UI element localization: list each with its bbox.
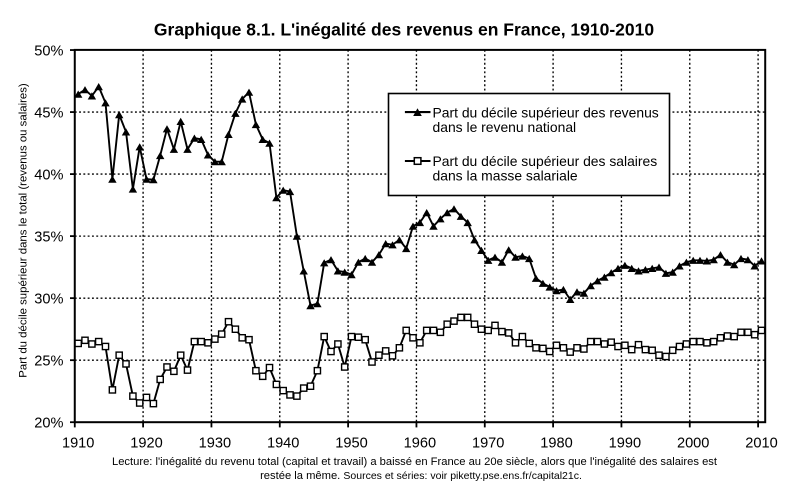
- svg-text:dans la masse salariale: dans la masse salariale: [433, 168, 578, 184]
- svg-text:dans le revenu national: dans le revenu national: [433, 119, 577, 135]
- svg-text:25%: 25%: [34, 353, 63, 369]
- svg-text:40%: 40%: [34, 167, 63, 183]
- svg-text:restée la même. Sources et sér: restée la même. Sources et séries: voir …: [260, 470, 582, 482]
- svg-text:1990: 1990: [609, 436, 641, 452]
- svg-text:45%: 45%: [34, 105, 63, 121]
- svg-text:1930: 1930: [199, 436, 231, 452]
- svg-text:30%: 30%: [34, 291, 63, 307]
- svg-text:1970: 1970: [472, 436, 504, 452]
- svg-text:1980: 1980: [540, 436, 572, 452]
- svg-text:Part du décile supérieur dans: Part du décile supérieur dans le total (…: [18, 83, 30, 378]
- svg-text:20%: 20%: [34, 415, 63, 431]
- svg-text:35%: 35%: [34, 229, 63, 245]
- svg-text:2010: 2010: [745, 436, 777, 452]
- svg-text:1910: 1910: [62, 436, 94, 452]
- svg-text:50%: 50%: [34, 43, 63, 59]
- svg-text:1950: 1950: [335, 436, 367, 452]
- svg-text:2000: 2000: [677, 436, 709, 452]
- svg-text:1920: 1920: [130, 436, 162, 452]
- svg-text:1960: 1960: [404, 436, 436, 452]
- svg-text:Graphique 8.1. L'inégalité des: Graphique 8.1. L'inégalité des revenus e…: [154, 20, 654, 40]
- svg-text:Lecture: l'inégalité du revenu: Lecture: l'inégalité du revenu total (ca…: [112, 456, 718, 468]
- svg-text:Part du décile supérieur des s: Part du décile supérieur des salaires: [433, 153, 658, 169]
- svg-text:1940: 1940: [267, 436, 299, 452]
- svg-text:Part du décile supérieur des r: Part du décile supérieur des revenus: [433, 105, 659, 121]
